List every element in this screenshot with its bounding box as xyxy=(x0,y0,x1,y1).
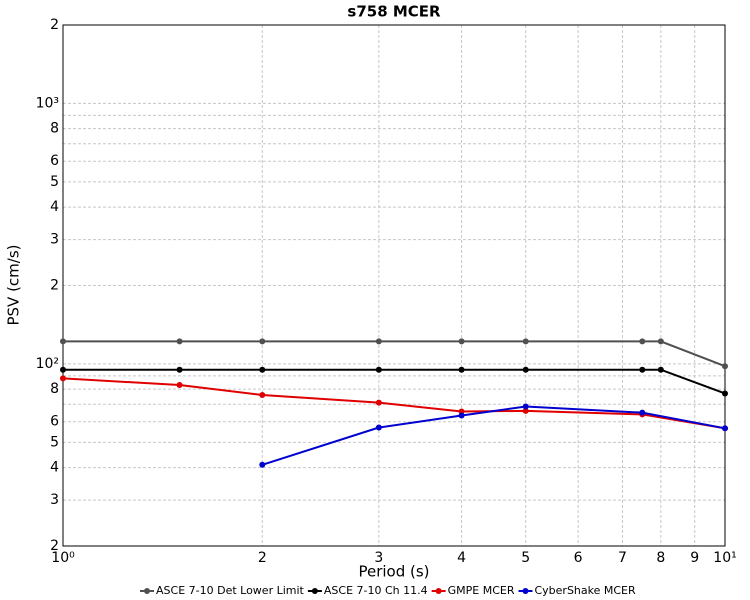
y-tick-label: 6 xyxy=(50,153,59,169)
legend-label: GMPE MCER xyxy=(448,584,515,597)
data-point xyxy=(522,366,529,373)
legend-label: ASCE 7-10 Ch 11.4 xyxy=(324,584,428,597)
data-point xyxy=(259,366,266,373)
y-tick-label: 3 xyxy=(50,232,59,248)
x-tick-label: 4 xyxy=(457,550,466,566)
data-point xyxy=(259,461,266,468)
series-line xyxy=(62,377,726,430)
data-point xyxy=(176,381,183,388)
y-tick-label: 3 xyxy=(50,492,59,508)
y-tick-label: 5 xyxy=(50,434,59,450)
y-tick-label: 6 xyxy=(50,414,59,430)
x-tick-label: 10⁰ xyxy=(51,550,75,566)
data-point xyxy=(458,338,465,345)
x-axis-label: Period (s) xyxy=(358,563,429,581)
data-point xyxy=(522,407,529,414)
legend-label: CyberShake MCER xyxy=(534,584,636,597)
chart-title: s758 MCER xyxy=(347,3,441,21)
data-point xyxy=(60,338,66,345)
data-point xyxy=(722,363,728,370)
x-tick-label: 5 xyxy=(521,550,530,566)
data-point xyxy=(458,366,465,373)
series-line xyxy=(261,405,726,466)
x-tick-label: 2 xyxy=(258,550,267,566)
x-tick-label: 8 xyxy=(656,550,665,566)
data-point xyxy=(60,375,66,382)
data-point xyxy=(60,366,66,373)
y-tick-label: 8 xyxy=(50,381,59,397)
x-tick-label: 7 xyxy=(618,550,627,566)
data-point xyxy=(522,338,529,345)
legend-marker xyxy=(522,588,529,594)
x-tick-label: 6 xyxy=(574,550,583,566)
data-point xyxy=(259,338,266,345)
data-point xyxy=(375,399,382,406)
data-point xyxy=(657,366,664,373)
y-tick-label: 5 xyxy=(50,174,59,190)
y-tick-label: 10² xyxy=(36,356,59,372)
y-axis-label: PSV (cm/s) xyxy=(5,244,23,325)
legend: ASCE 7-10 Det Lower Limit ASCE 7-10 Ch 11… xyxy=(140,584,636,597)
data-point xyxy=(639,338,646,345)
y-tick-label: 10³ xyxy=(36,95,59,111)
x-tick-label: 10¹ xyxy=(713,550,736,566)
y-tick-label: 8 xyxy=(50,121,59,137)
series-line xyxy=(63,368,726,395)
data-point xyxy=(375,424,382,431)
plot-frame xyxy=(62,24,726,547)
y-tick-label: 4 xyxy=(50,460,59,476)
data-point xyxy=(722,390,728,397)
data-point xyxy=(722,425,728,432)
x-tick-label: 9 xyxy=(690,550,699,566)
data-point xyxy=(657,338,664,345)
x-tick-label: 3 xyxy=(374,550,383,566)
data-point xyxy=(375,366,382,373)
data-point xyxy=(522,403,529,410)
series-line xyxy=(63,340,726,368)
y-tick-label: 2 xyxy=(50,278,59,294)
legend-marker xyxy=(311,588,318,594)
legend-marker xyxy=(144,588,150,594)
data-point xyxy=(639,409,646,416)
y-tick-label: 4 xyxy=(50,199,59,215)
legend-label: ASCE 7-10 Det Lower Limit xyxy=(156,584,305,597)
data-point xyxy=(176,366,183,373)
y-tick-label: 2 xyxy=(50,538,59,554)
data-point xyxy=(375,338,382,345)
data-point xyxy=(176,338,183,345)
data-point xyxy=(458,412,465,419)
data-point xyxy=(259,391,266,398)
legend-marker xyxy=(435,588,442,594)
y-tick-label: 2 xyxy=(50,17,59,33)
data-point xyxy=(639,366,646,373)
